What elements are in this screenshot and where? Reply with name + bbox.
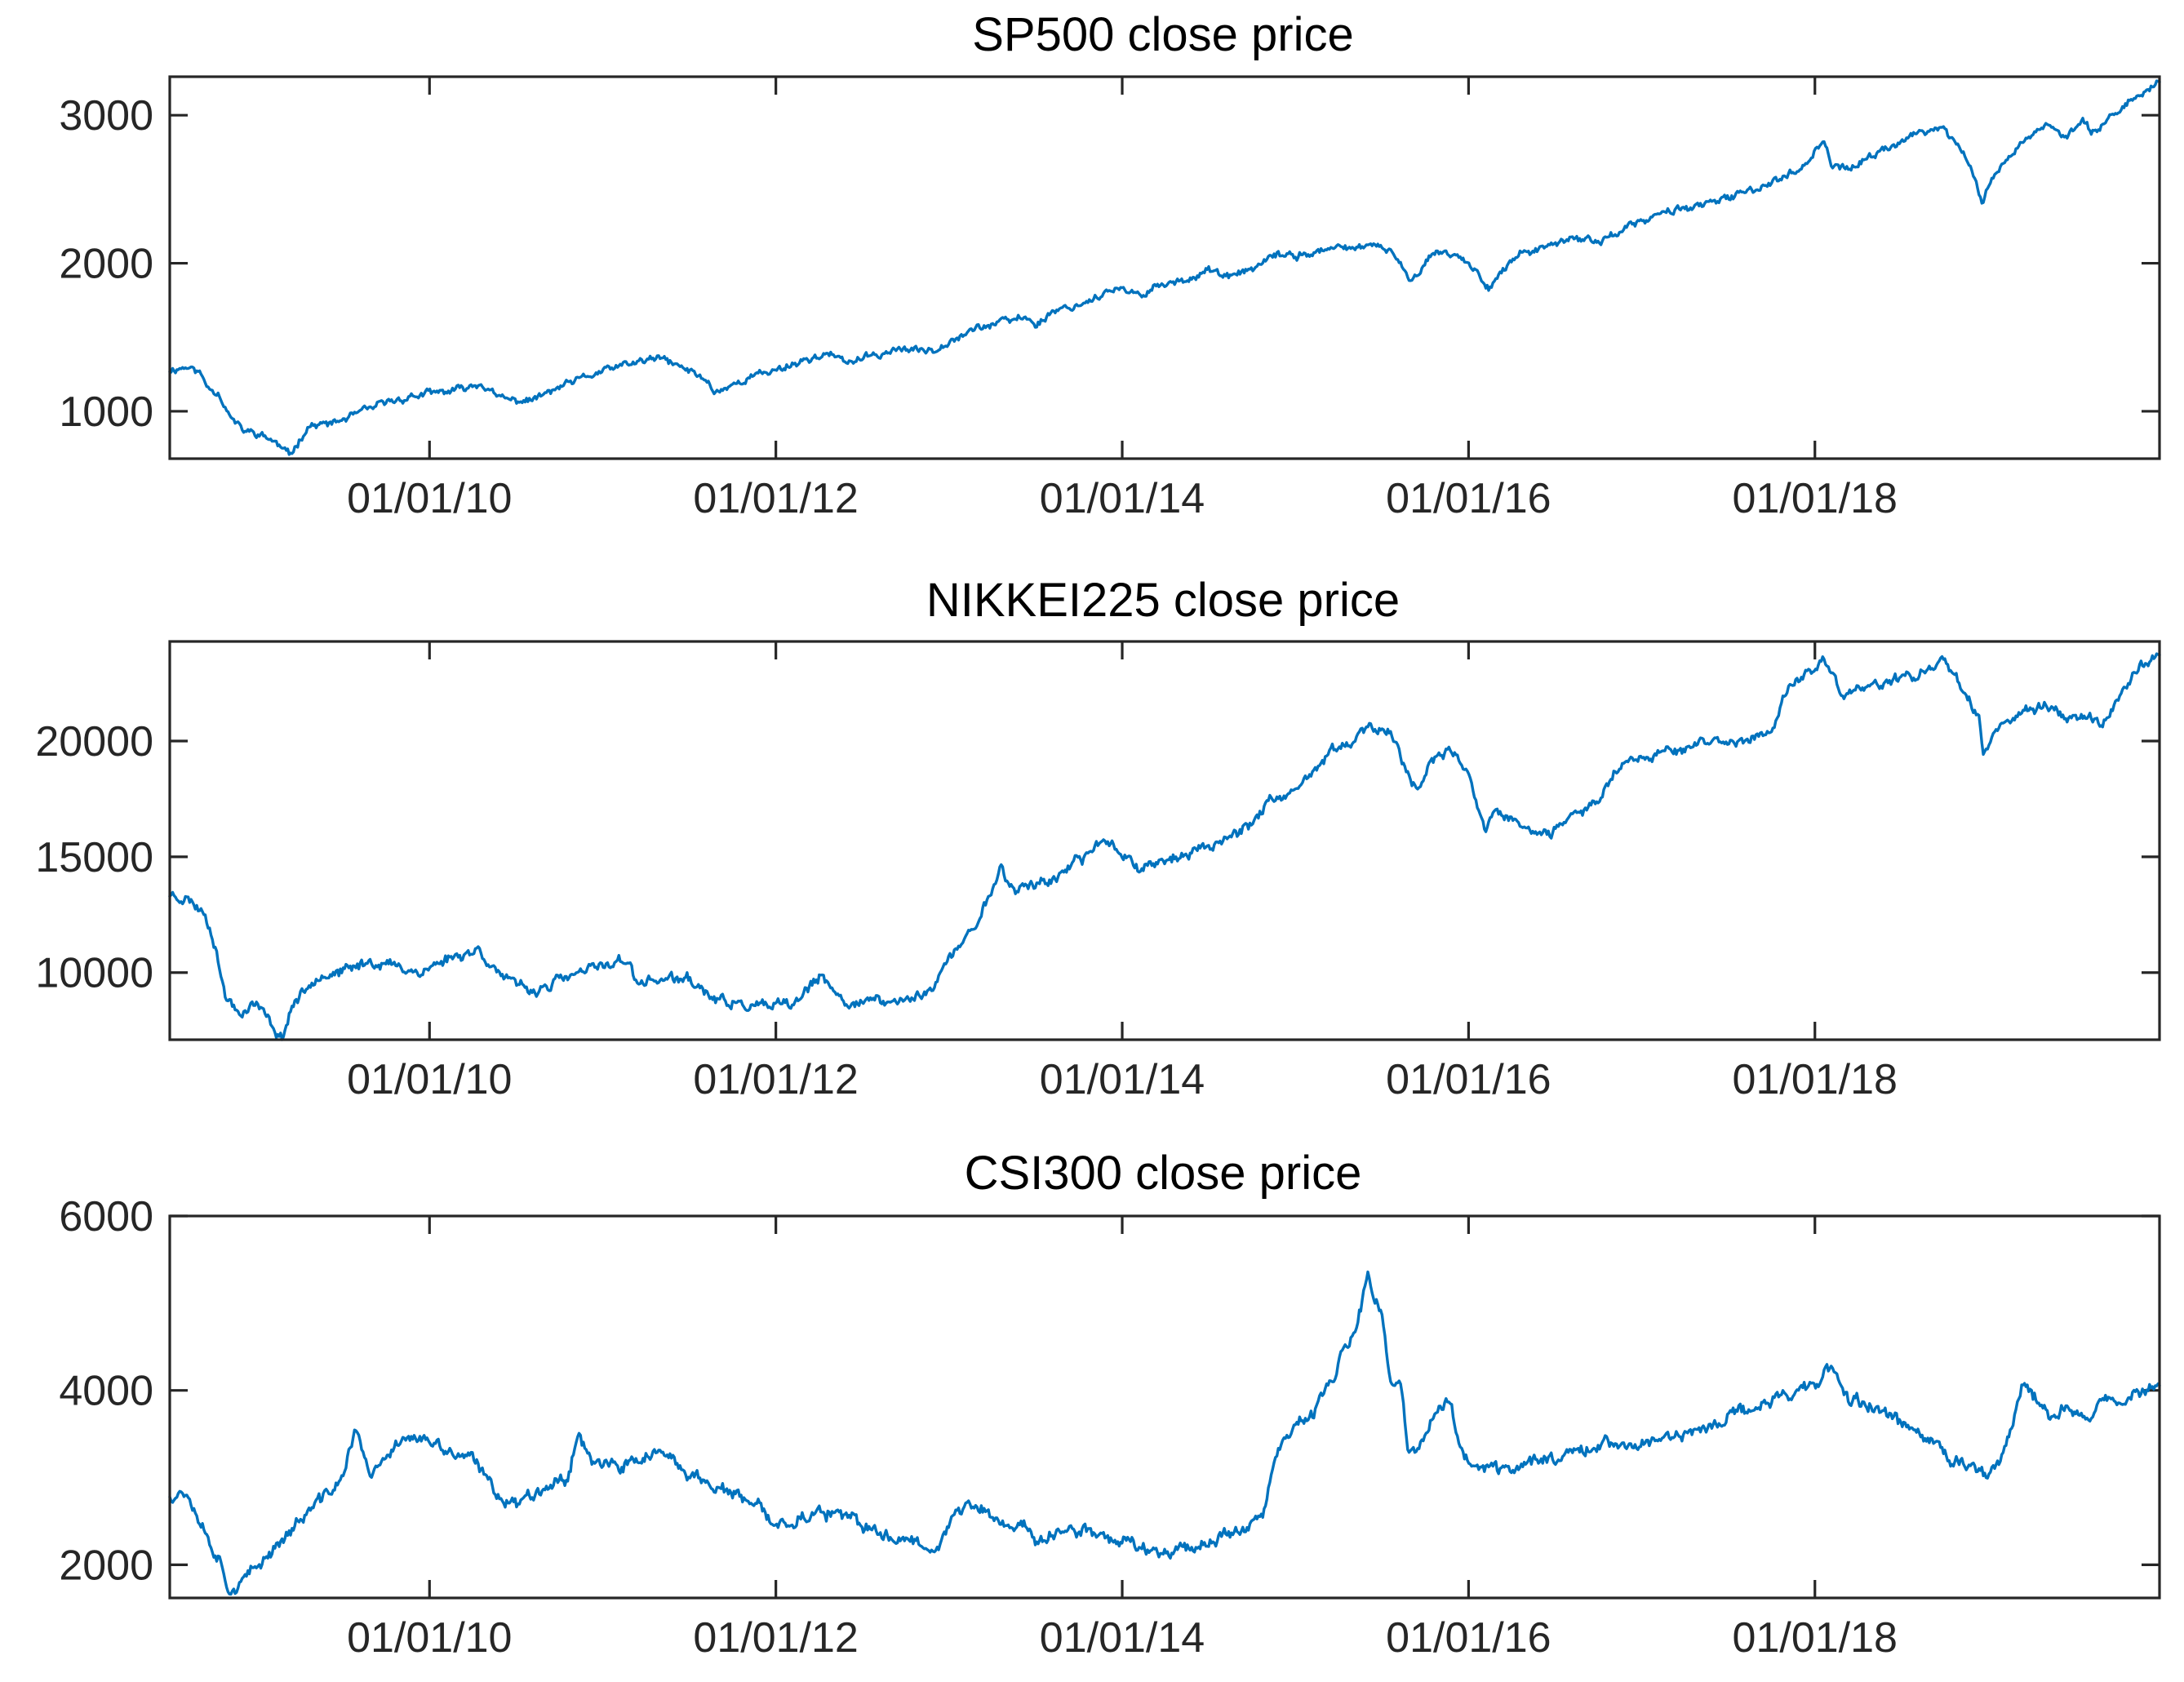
sp500-close-line bbox=[168, 79, 2161, 456]
csi300-ytick-label: 2000 bbox=[59, 1542, 153, 1589]
nikkei225-ytick-label: 10000 bbox=[35, 950, 153, 997]
csi300-ytick-label: 4000 bbox=[59, 1368, 153, 1415]
sp500-chart-panel: SP500 close price 1000 2000 3000 01/01/10 01… bbox=[59, 8, 2161, 522]
csi300-xtick-label: 01/01/12 bbox=[693, 1614, 858, 1662]
sp500-axes-box bbox=[168, 75, 2161, 460]
nikkei225-xtick-label: 01/01/16 bbox=[1386, 1056, 1551, 1103]
nikkei225-chart-panel: NIKKEI225 close price 10000 15000 20000 01/… bbox=[35, 574, 2161, 1103]
sp500-xtick-label: 01/01/12 bbox=[693, 475, 858, 522]
nikkei225-xtick-label: 01/01/12 bbox=[693, 1056, 858, 1103]
sp500-chart-title: SP500 close price bbox=[972, 8, 1353, 61]
nikkei225-axes-box bbox=[168, 640, 2161, 1041]
csi300-xtick-label: 01/01/14 bbox=[1040, 1614, 1205, 1662]
sp500-xtick-label: 01/01/10 bbox=[347, 475, 512, 522]
sp500-xtick-label: 01/01/16 bbox=[1386, 475, 1551, 522]
sp500-ytick-label: 3000 bbox=[59, 92, 153, 140]
csi300-xtick-label: 01/01/16 bbox=[1386, 1614, 1551, 1662]
csi300-xtick-label: 01/01/18 bbox=[1733, 1614, 1898, 1662]
nikkei225-ytick-label: 20000 bbox=[35, 718, 153, 766]
sp500-xtick-label: 01/01/14 bbox=[1040, 475, 1205, 522]
sp500-xtick-label: 01/01/18 bbox=[1733, 475, 1898, 522]
sp500-ytick-label: 1000 bbox=[59, 388, 153, 436]
sp500-ytick-label: 2000 bbox=[59, 241, 153, 288]
csi300-axes-box bbox=[168, 1214, 2161, 1600]
csi300-chart-panel: CSI300 close price 2000 4000 6000 01/01/10 0… bbox=[59, 1147, 2161, 1662]
nikkei225-ytick-label: 15000 bbox=[35, 834, 153, 881]
nikkei225-chart-title: NIKKEI225 close price bbox=[926, 574, 1400, 627]
csi300-close-line bbox=[168, 1270, 2161, 1596]
nikkei225-xtick-label: 01/01/14 bbox=[1040, 1056, 1205, 1103]
nikkei225-close-line bbox=[168, 652, 2161, 1041]
csi300-xtick-label: 01/01/10 bbox=[347, 1614, 512, 1662]
csi300-ytick-label: 6000 bbox=[59, 1193, 153, 1240]
nikkei225-xtick-label: 01/01/18 bbox=[1733, 1056, 1898, 1103]
csi300-chart-title: CSI300 close price bbox=[965, 1147, 1362, 1200]
nikkei225-xtick-label: 01/01/10 bbox=[347, 1056, 512, 1103]
